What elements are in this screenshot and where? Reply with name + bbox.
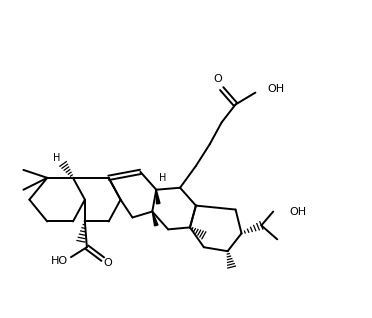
Text: HO: HO <box>51 256 68 266</box>
Text: OH: OH <box>289 206 306 217</box>
Text: H: H <box>54 153 61 163</box>
Polygon shape <box>152 211 158 226</box>
Polygon shape <box>156 190 160 204</box>
Text: O: O <box>103 258 112 268</box>
Text: OH: OH <box>267 84 285 93</box>
Text: O: O <box>214 74 222 84</box>
Text: H: H <box>158 173 166 183</box>
